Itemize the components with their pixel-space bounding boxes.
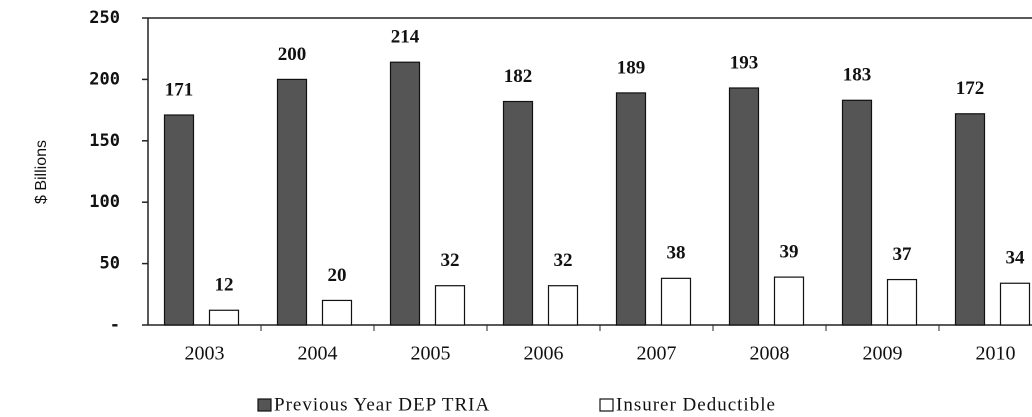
value-label: 172 bbox=[956, 78, 985, 99]
bar bbox=[660, 277, 692, 326]
bar bbox=[321, 299, 353, 326]
y-axis-label: $ Billions bbox=[33, 140, 50, 204]
y-tick-label: - bbox=[110, 315, 120, 335]
x-tick-label: 2007 bbox=[637, 343, 677, 365]
value-label: 12 bbox=[215, 275, 234, 296]
bar bbox=[276, 78, 308, 326]
value-label: 214 bbox=[391, 27, 420, 48]
value-label: 193 bbox=[730, 52, 759, 73]
x-tick-label: 2009 bbox=[863, 343, 903, 365]
y-tick-label: 150 bbox=[89, 131, 120, 151]
value-label: 32 bbox=[554, 250, 573, 271]
bar bbox=[547, 285, 579, 326]
x-tick-label: 2005 bbox=[411, 343, 451, 365]
value-label: 171 bbox=[165, 79, 194, 100]
bar bbox=[841, 99, 873, 326]
bar bbox=[773, 276, 805, 326]
y-tick-label: 200 bbox=[89, 69, 120, 89]
bar bbox=[954, 113, 986, 326]
bar bbox=[389, 61, 421, 326]
value-label: 182 bbox=[504, 66, 533, 87]
legend-label: Insurer Deductible bbox=[616, 394, 776, 415]
value-label: 200 bbox=[278, 44, 307, 65]
value-label: 183 bbox=[843, 65, 872, 86]
bar bbox=[615, 92, 647, 326]
value-label: 38 bbox=[667, 243, 686, 264]
bar bbox=[208, 309, 240, 326]
x-tick-label: 2006 bbox=[524, 343, 564, 365]
bar bbox=[886, 278, 918, 326]
value-label: 32 bbox=[441, 250, 460, 271]
x-tick-label: 2010 bbox=[976, 343, 1016, 365]
value-label: 20 bbox=[328, 265, 347, 286]
value-label: 39 bbox=[780, 241, 799, 262]
x-tick-label: 2008 bbox=[750, 343, 790, 365]
bar bbox=[999, 282, 1031, 326]
y-tick-label: 250 bbox=[89, 8, 120, 28]
legend-label: Previous Year DEP TRIA bbox=[274, 394, 490, 415]
bar bbox=[163, 114, 195, 326]
bar bbox=[728, 87, 760, 326]
x-tick-label: 2003 bbox=[185, 343, 225, 365]
legend-swatch bbox=[257, 398, 272, 412]
bar bbox=[434, 285, 466, 326]
y-tick-label: 100 bbox=[89, 192, 120, 212]
y-tick-label: 50 bbox=[100, 254, 120, 274]
x-tick-label: 2004 bbox=[298, 343, 338, 365]
value-label: 34 bbox=[1006, 248, 1026, 269]
value-label: 37 bbox=[893, 244, 913, 265]
legend-swatch bbox=[599, 398, 614, 412]
bar bbox=[502, 100, 534, 326]
value-label: 189 bbox=[617, 57, 646, 78]
